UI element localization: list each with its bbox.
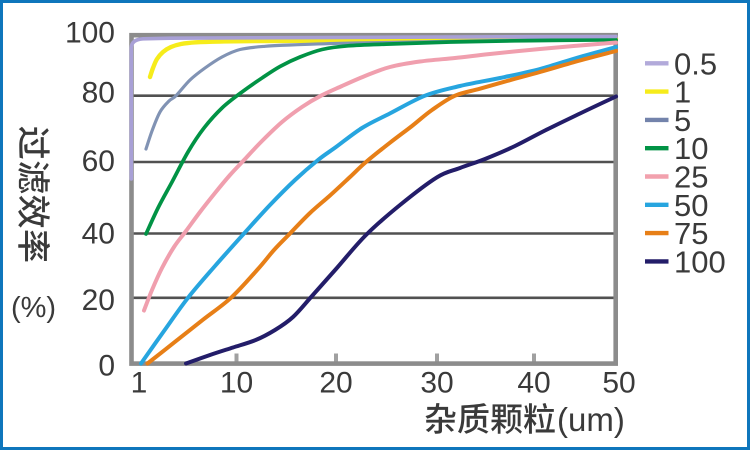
svg-text:1: 1 bbox=[131, 367, 148, 400]
svg-text:5: 5 bbox=[674, 103, 691, 138]
svg-text:75: 75 bbox=[674, 216, 708, 251]
svg-text:(%): (%) bbox=[11, 292, 56, 324]
svg-text:100: 100 bbox=[674, 244, 726, 279]
svg-text:40: 40 bbox=[82, 217, 115, 250]
svg-text:0: 0 bbox=[98, 350, 115, 383]
svg-text:10: 10 bbox=[220, 367, 253, 400]
svg-text:25: 25 bbox=[674, 160, 708, 195]
svg-text:1: 1 bbox=[674, 75, 691, 110]
svg-text:40: 40 bbox=[517, 367, 550, 400]
svg-text:30: 30 bbox=[420, 367, 453, 400]
svg-text:20: 20 bbox=[319, 367, 352, 400]
svg-text:100: 100 bbox=[65, 16, 115, 49]
svg-text:20: 20 bbox=[82, 284, 115, 317]
svg-text:50: 50 bbox=[674, 188, 708, 223]
svg-text:0.5: 0.5 bbox=[674, 46, 717, 81]
svg-text:10: 10 bbox=[674, 131, 708, 166]
svg-text:(um): (um) bbox=[557, 401, 625, 438]
svg-text:50: 50 bbox=[602, 367, 635, 400]
svg-text:80: 80 bbox=[82, 77, 115, 110]
svg-text:60: 60 bbox=[82, 145, 115, 178]
